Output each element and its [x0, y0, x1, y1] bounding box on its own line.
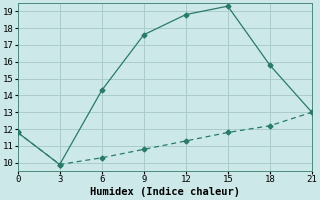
X-axis label: Humidex (Indice chaleur): Humidex (Indice chaleur) — [90, 187, 240, 197]
